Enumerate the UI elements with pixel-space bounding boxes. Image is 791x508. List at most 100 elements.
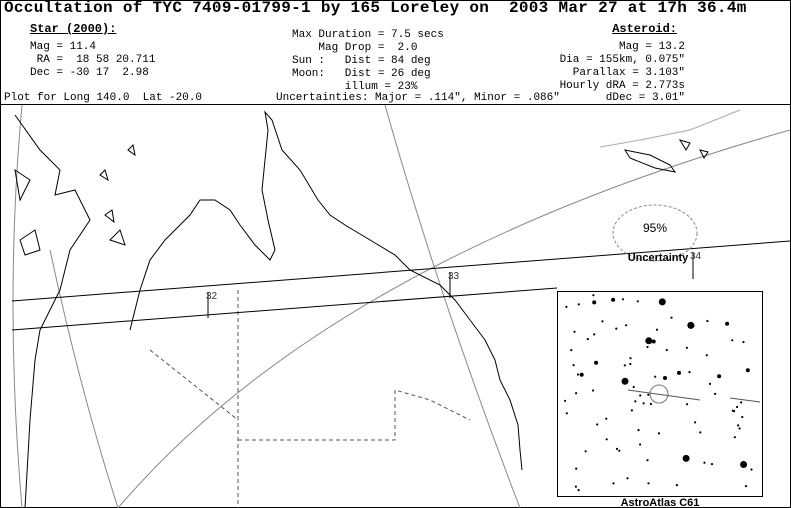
- plot-location: Plot for Long 140.0 Lat -20.0: [4, 92, 203, 104]
- star: [705, 354, 708, 357]
- star: [570, 349, 573, 352]
- star: [615, 327, 618, 330]
- star: [647, 482, 650, 485]
- star: [670, 316, 673, 319]
- border: [238, 389, 471, 441]
- star: [708, 382, 712, 385]
- star: [685, 346, 689, 349]
- star: [738, 427, 741, 430]
- time-label: 34: [690, 251, 702, 262]
- star: [577, 489, 580, 492]
- time-label: 33: [448, 271, 460, 282]
- star: [642, 402, 645, 405]
- islands: [623, 139, 709, 173]
- star: [621, 298, 625, 301]
- time-label: 32: [206, 291, 218, 302]
- star: [665, 348, 668, 352]
- reef: [599, 109, 741, 148]
- star: [592, 300, 597, 305]
- star: [737, 424, 740, 427]
- star: [592, 294, 595, 297]
- star: [586, 338, 589, 341]
- star: [736, 405, 739, 409]
- star-line: Dec = -30 17 2.98: [30, 67, 149, 79]
- star: [573, 330, 576, 333]
- asteroid-heading: Asteroid:: [612, 22, 677, 36]
- borders: [149, 290, 471, 508]
- star: [658, 298, 666, 306]
- coast: [14, 114, 91, 508]
- star: [626, 477, 629, 480]
- star: [594, 360, 599, 365]
- star: [596, 423, 599, 426]
- star: [677, 370, 681, 375]
- star: [675, 484, 679, 487]
- star: [605, 417, 608, 420]
- star: [615, 447, 619, 450]
- star: [637, 429, 640, 432]
- star: [654, 375, 657, 378]
- star: [742, 340, 745, 344]
- star: [639, 394, 642, 397]
- star: [740, 461, 748, 468]
- limb: [12, 104, 23, 508]
- asteroid-line: Parallax = 3.103": [572, 67, 685, 79]
- star: [646, 459, 649, 462]
- star: [618, 449, 621, 452]
- shadow-path: [11, 240, 791, 331]
- star: [621, 377, 629, 385]
- star: [647, 393, 650, 396]
- border: [149, 349, 239, 421]
- star: [579, 372, 584, 377]
- star-line: Mag = 11.4: [30, 41, 97, 53]
- star: [625, 324, 628, 327]
- star: [731, 339, 734, 342]
- star: [657, 432, 661, 435]
- star: [612, 482, 615, 485]
- star: [634, 400, 637, 403]
- star: [572, 364, 575, 367]
- star: [725, 321, 730, 326]
- star: [565, 412, 568, 415]
- star: [577, 303, 580, 306]
- star-chart-inset: [557, 291, 763, 497]
- star: [740, 401, 743, 404]
- star: [564, 399, 567, 402]
- star: [703, 461, 706, 464]
- event-line: illum = 23%: [292, 81, 418, 93]
- asteroid-line: Mag = 13.2: [618, 41, 685, 53]
- inset-label: AstroAtlas C61: [621, 497, 700, 508]
- star: [645, 337, 653, 345]
- star: [699, 431, 702, 434]
- star: [629, 362, 632, 366]
- star: [632, 385, 635, 389]
- star: [663, 376, 667, 380]
- star: [630, 409, 634, 412]
- star: [741, 415, 744, 419]
- event-line: Mag Drop = 2.0: [292, 42, 418, 54]
- ddec: dDec = 3.01": [605, 92, 685, 104]
- star: [682, 454, 690, 462]
- meridian: [384, 104, 521, 508]
- motion-line: [729, 397, 761, 403]
- star: [623, 364, 626, 367]
- uncertainty-label: Uncertainty: [628, 252, 689, 264]
- star: [694, 421, 697, 424]
- star: [575, 392, 578, 395]
- asteroid-line: Hourly dRA = 2.773s: [559, 80, 685, 92]
- star: [745, 368, 750, 373]
- star: [574, 485, 578, 488]
- uncertainties: Uncertainties: Major = .114", Minor = .0…: [276, 92, 560, 104]
- islands: [104, 143, 136, 224]
- title: Occultation of TYC 7409-01799-1 by 165 L…: [4, 0, 747, 17]
- star: [687, 321, 695, 329]
- star: [750, 468, 753, 471]
- star: [651, 339, 656, 344]
- star: [717, 374, 722, 379]
- star: [565, 305, 568, 308]
- star: [592, 389, 595, 392]
- confidence-label: 95%: [643, 221, 667, 235]
- star: [688, 371, 691, 374]
- star: [655, 328, 659, 331]
- event-line: Sun : Dist = 84 deg: [292, 55, 431, 67]
